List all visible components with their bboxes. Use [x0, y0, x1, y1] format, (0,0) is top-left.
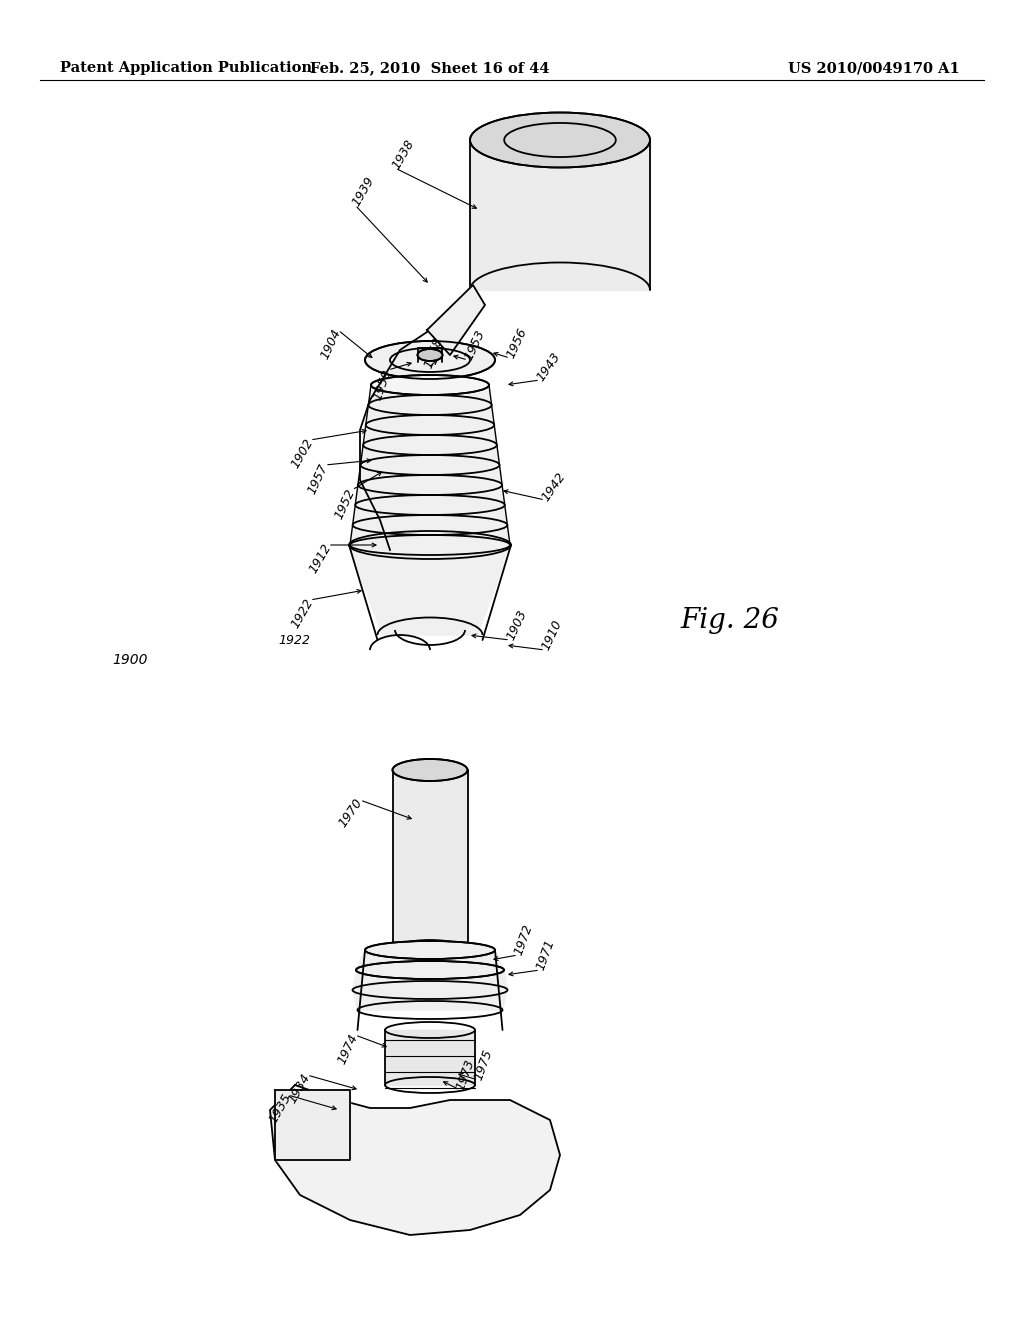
- Text: 1910: 1910: [539, 618, 564, 653]
- Ellipse shape: [470, 112, 650, 168]
- Polygon shape: [270, 1085, 560, 1236]
- Polygon shape: [356, 950, 504, 970]
- Polygon shape: [355, 484, 505, 506]
- Text: US 2010/0049170 A1: US 2010/0049170 A1: [788, 61, 961, 75]
- Text: 1935: 1935: [266, 1092, 294, 1126]
- Text: 1922: 1922: [289, 597, 315, 631]
- Text: 1958: 1958: [422, 335, 445, 370]
- Text: 1904: 1904: [318, 327, 344, 362]
- Ellipse shape: [392, 759, 468, 781]
- Polygon shape: [349, 545, 511, 635]
- Polygon shape: [352, 990, 508, 1010]
- Text: 1970: 1970: [336, 796, 366, 830]
- Text: 1973: 1973: [454, 1057, 477, 1092]
- Text: 1959: 1959: [371, 368, 394, 403]
- Polygon shape: [352, 506, 507, 525]
- Text: 1942: 1942: [540, 470, 568, 504]
- Text: 1974: 1974: [336, 1032, 360, 1067]
- Polygon shape: [350, 525, 510, 545]
- Polygon shape: [385, 1030, 475, 1085]
- Text: Patent Application Publication: Patent Application Publication: [60, 61, 312, 75]
- Text: 1952: 1952: [333, 487, 358, 521]
- Text: 1938: 1938: [389, 137, 417, 172]
- Polygon shape: [352, 970, 508, 990]
- Text: 1903: 1903: [504, 609, 529, 643]
- Ellipse shape: [356, 961, 504, 979]
- Polygon shape: [357, 465, 502, 484]
- Polygon shape: [470, 140, 650, 290]
- Ellipse shape: [365, 941, 495, 960]
- Polygon shape: [275, 1090, 350, 1160]
- Polygon shape: [392, 770, 468, 950]
- Text: 1971: 1971: [534, 937, 557, 973]
- Text: 1934: 1934: [286, 1072, 312, 1106]
- Text: 1939: 1939: [349, 174, 377, 209]
- Text: 1902: 1902: [289, 437, 315, 471]
- Ellipse shape: [418, 348, 442, 360]
- Polygon shape: [369, 385, 492, 405]
- Text: 1912: 1912: [306, 541, 334, 576]
- Text: 1956: 1956: [504, 326, 529, 360]
- Ellipse shape: [371, 375, 489, 395]
- Text: Fig. 26: Fig. 26: [680, 606, 779, 634]
- Polygon shape: [360, 445, 500, 465]
- Text: 1922: 1922: [278, 634, 310, 647]
- Polygon shape: [427, 285, 485, 355]
- Polygon shape: [366, 405, 495, 425]
- Text: 1975: 1975: [472, 1048, 495, 1082]
- Text: Feb. 25, 2010  Sheet 16 of 44: Feb. 25, 2010 Sheet 16 of 44: [310, 61, 550, 75]
- Text: 1972: 1972: [512, 923, 536, 957]
- Polygon shape: [364, 425, 497, 445]
- Text: 1957: 1957: [305, 462, 331, 496]
- Text: 1943: 1943: [535, 350, 563, 384]
- Ellipse shape: [365, 341, 495, 379]
- Text: 1953: 1953: [462, 329, 487, 363]
- Text: 1900: 1900: [113, 653, 148, 667]
